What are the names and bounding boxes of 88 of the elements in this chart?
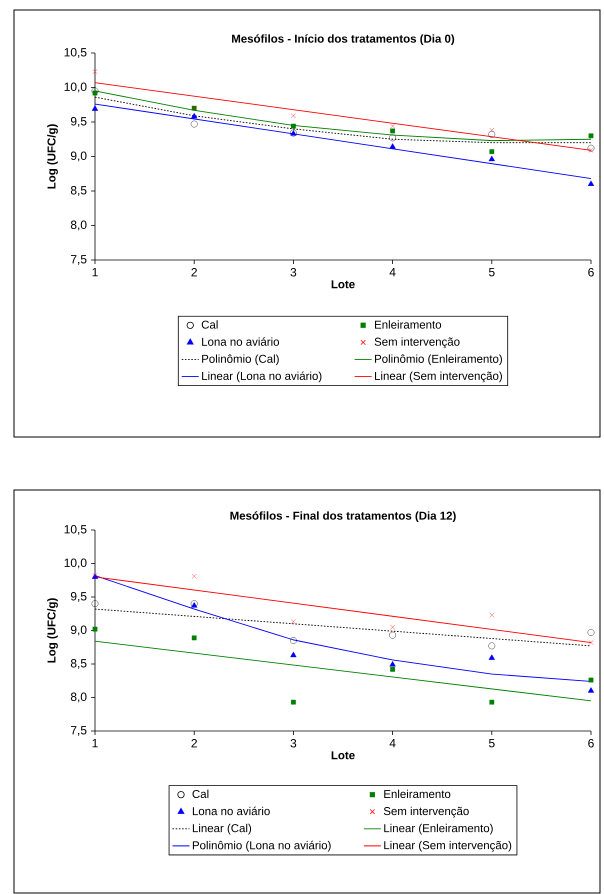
point (92, 626, 98, 632)
legend-label: Lona no aviário (192, 806, 270, 816)
legend-label: Polinômio (Lona no aviário) (192, 840, 331, 852)
y-tick-label: 9,0 (70, 626, 87, 636)
x-tick-label: 4 (390, 268, 396, 276)
legend-label: Cal (202, 320, 218, 329)
legend-label: Sem intervenção (374, 337, 460, 348)
point (488, 642, 496, 650)
legend-label: Linear (Cal) (192, 824, 252, 834)
point (489, 700, 494, 705)
legend-label: Linear (Sem intervenção) (375, 372, 502, 382)
x-tick-label: 5 (488, 739, 495, 748)
chart-title: Mesófilos - Final dos tratamentos (Dia 12) (230, 511, 456, 522)
point (389, 134, 396, 142)
point (290, 619, 296, 624)
x-axis-title: Lote (332, 280, 355, 288)
point (588, 133, 594, 138)
point (389, 661, 396, 667)
point (488, 131, 496, 138)
point (588, 678, 594, 682)
legend-label: Enleiramento (375, 320, 442, 329)
x-tick-label: 1 (92, 739, 98, 748)
point (291, 700, 296, 705)
legend-label: Lona no aviário (202, 337, 280, 346)
legend-label: Cal (192, 790, 208, 798)
x-tick-label: 6 (588, 268, 594, 276)
point (92, 105, 98, 111)
point (588, 640, 594, 646)
y-axis-title: Log (UFC/g) (47, 598, 58, 662)
x-tick-label: 1 (92, 268, 98, 276)
y-tick-label: 8,0 (70, 692, 87, 702)
point (291, 124, 296, 129)
y-tick-label: 10,0 (64, 82, 87, 92)
y-tick-label: 10,0 (64, 558, 87, 568)
point (390, 666, 395, 672)
point (92, 69, 98, 74)
point (588, 687, 594, 693)
y-tick-label: 7,5 (70, 255, 86, 265)
y-tick-label: 10,5 (64, 525, 86, 535)
chart-title: Mesófilos - Início dos tratamentos (Dia 0) (232, 34, 454, 45)
x-tick-label: 2 (191, 739, 197, 748)
legend-label: Sem intervenção (384, 806, 469, 818)
x-tick-label: 3 (290, 739, 296, 748)
legend-label: Linear (Enleiramento) (384, 824, 493, 834)
y-tick-label: 8,5 (70, 186, 86, 196)
point (588, 629, 594, 636)
point (192, 574, 197, 579)
point (390, 128, 395, 134)
point (389, 632, 396, 639)
point (588, 148, 594, 153)
x-tick-label: 3 (290, 268, 296, 276)
point (92, 88, 98, 94)
y-axis-title: Log (UFC/g) (47, 124, 58, 188)
point (290, 637, 297, 644)
point (191, 112, 198, 118)
point (192, 635, 197, 640)
point (92, 90, 98, 96)
x-tick-label: 2 (191, 268, 197, 276)
point (390, 624, 396, 630)
y-tick-label: 8,5 (70, 659, 86, 669)
y-tick-label: 9,5 (70, 592, 86, 602)
y-tick-label: 7,5 (70, 726, 86, 736)
y-tick-label: 10,5 (64, 48, 86, 58)
point (488, 654, 495, 660)
x-tick-label: 6 (588, 739, 594, 748)
point (290, 113, 296, 118)
y-tick-label: 9,5 (70, 117, 86, 127)
legend-label: Enleiramento (384, 790, 450, 798)
x-tick-label: 5 (488, 268, 495, 276)
point (488, 156, 495, 162)
point (489, 612, 494, 618)
point (190, 120, 198, 128)
point (588, 180, 594, 186)
point (290, 652, 297, 658)
point (390, 124, 396, 129)
legend-label: Linear (Sem intervenção) (384, 840, 512, 852)
point (588, 144, 594, 152)
point (489, 128, 494, 133)
y-tick-label: 9,0 (70, 152, 87, 162)
x-axis-title: Lote (332, 751, 355, 760)
legend-label: Polinômio (Enleiramento) (375, 354, 502, 366)
x-tick-label: 4 (390, 739, 396, 748)
point (489, 149, 494, 154)
legend-label: Polinômio (Cal) (202, 354, 279, 366)
point (389, 143, 396, 149)
y-tick-label: 8,0 (70, 220, 87, 230)
point (92, 600, 98, 608)
legend-label: Linear (Lona no aviário) (202, 371, 322, 382)
